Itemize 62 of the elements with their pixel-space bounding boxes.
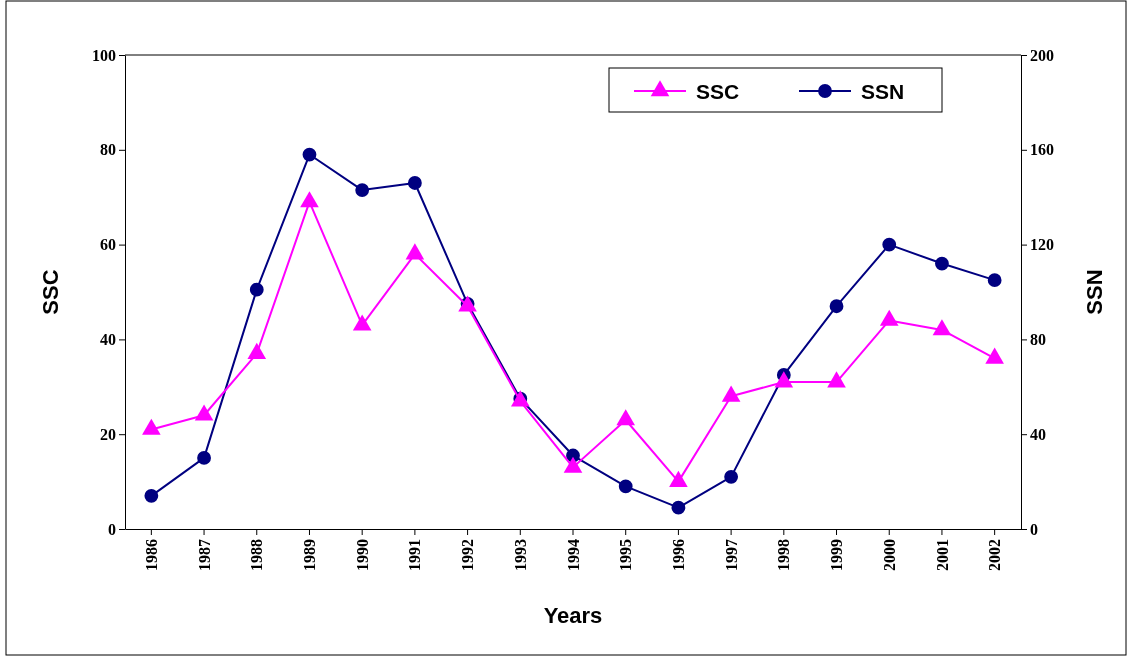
point	[302, 147, 317, 162]
point	[827, 371, 846, 388]
point	[144, 488, 159, 503]
point	[987, 273, 1002, 288]
x-tick-label: 1989	[301, 539, 319, 571]
legend-label: SSN	[861, 80, 905, 103]
point	[669, 470, 688, 487]
y-tick-label: 80	[100, 141, 116, 159]
point	[879, 309, 899, 326]
y-tick-label: 20	[100, 425, 116, 443]
point	[932, 319, 952, 336]
x-tick-label: 2000	[880, 539, 898, 571]
point	[355, 183, 370, 197]
x-tick-label: 2002	[986, 539, 1004, 571]
point	[300, 191, 319, 208]
point	[405, 243, 425, 260]
y-tick-label: 100	[92, 46, 116, 64]
point	[142, 418, 161, 435]
y2-axis-title: SSN	[1082, 269, 1107, 315]
point	[197, 451, 211, 465]
x-tick-label: 1986	[142, 539, 160, 571]
x-tick-label: 1992	[459, 539, 477, 571]
x-tick-label: 1993	[511, 539, 529, 571]
x-tick-label: 1991	[406, 539, 424, 571]
y2-tick-label: 0	[1030, 520, 1038, 538]
x-tick-label: 1997	[722, 539, 740, 571]
x-tick-label: 1999	[828, 539, 846, 571]
point	[194, 404, 214, 421]
point	[407, 176, 422, 190]
point	[671, 500, 686, 515]
point	[616, 409, 636, 426]
point	[352, 314, 372, 331]
point	[249, 282, 264, 297]
x-tick-label: 1998	[775, 539, 793, 571]
x-tick-label: 1996	[670, 539, 688, 571]
point	[774, 371, 794, 388]
x-tick-label: 1994	[564, 539, 582, 571]
point	[721, 385, 741, 402]
y2-tick-label: 160	[1030, 141, 1054, 159]
point	[563, 456, 583, 473]
y-axis-title: SSC	[38, 269, 63, 315]
y2-tick-label: 80	[1030, 331, 1046, 349]
point	[724, 469, 739, 484]
y2-tick-label: 120	[1030, 236, 1054, 254]
x-tick-label: 2001	[933, 539, 951, 571]
y-tick-label: 60	[100, 236, 116, 254]
x-tick-label: 1995	[617, 539, 635, 571]
legend-label: SSC	[696, 80, 740, 103]
point	[829, 299, 844, 314]
x-tick-label: 1988	[248, 539, 266, 571]
point	[247, 342, 267, 359]
y-tick-label: 40	[100, 331, 116, 349]
y2-tick-label: 40	[1030, 425, 1046, 443]
y2-tick-label: 200	[1030, 46, 1054, 64]
point	[985, 347, 1004, 364]
x-axis-title: Years	[543, 603, 603, 628]
point	[935, 256, 949, 271]
point	[882, 237, 897, 252]
y-tick-label: 0	[108, 520, 116, 538]
x-tick-label: 1990	[353, 539, 371, 571]
x-tick-label: 1987	[195, 539, 213, 571]
point	[618, 479, 633, 494]
